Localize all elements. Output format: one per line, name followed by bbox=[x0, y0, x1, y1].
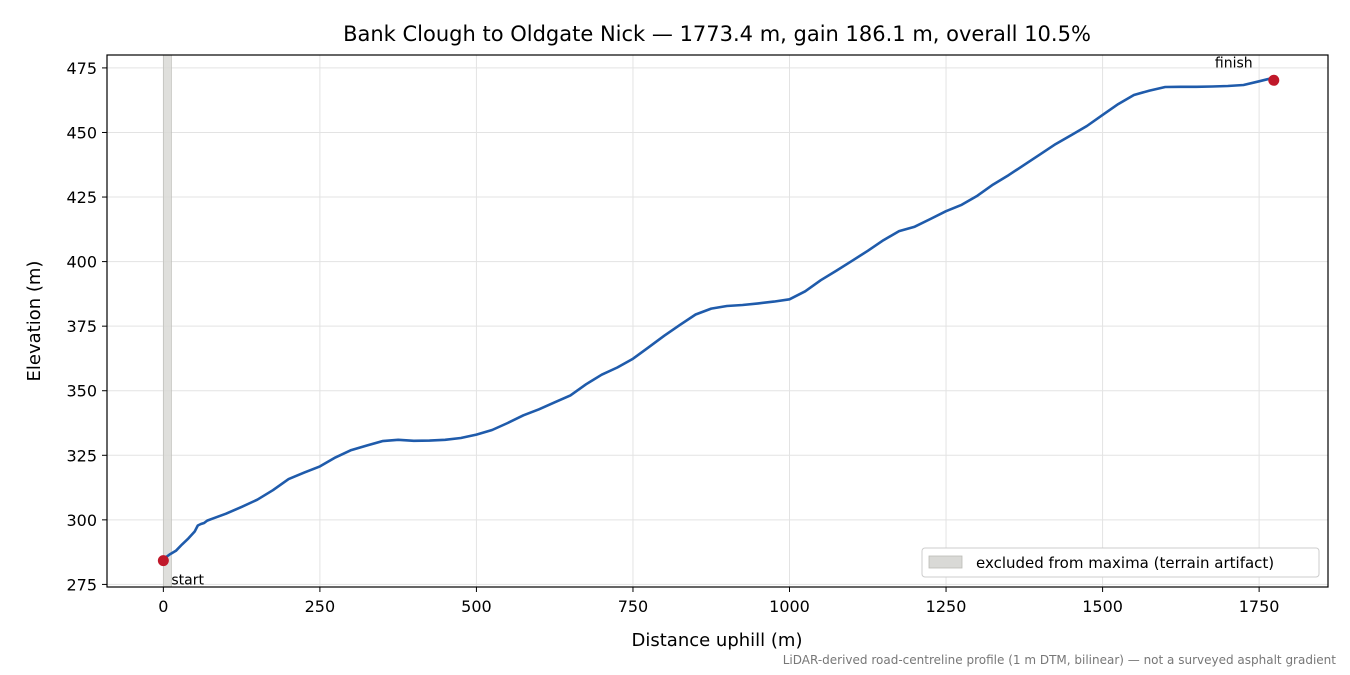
excluded-span bbox=[163, 54, 172, 588]
start-marker bbox=[157, 555, 169, 567]
legend-label-excluded: excluded from maxima (terrain artifact) bbox=[976, 554, 1274, 572]
elevation-line-layer bbox=[162, 76, 1276, 561]
finish-marker bbox=[1268, 74, 1280, 86]
y-tick-label: 425 bbox=[66, 188, 97, 207]
legend: excluded from maxima (terrain artifact) bbox=[921, 547, 1320, 578]
excluded-span-layer bbox=[163, 54, 172, 588]
x-tick-label: 250 bbox=[305, 597, 336, 616]
x-axis-ticks: 0 250 500 750 1000 1250 1500 1750 bbox=[158, 587, 1279, 616]
x-tick-label: 0 bbox=[158, 597, 168, 616]
y-tick-label: 325 bbox=[66, 446, 97, 465]
y-tick-label: 400 bbox=[66, 253, 97, 272]
x-tick-label: 1500 bbox=[1082, 597, 1123, 616]
x-tick-label: 1250 bbox=[926, 597, 967, 616]
grid-lines bbox=[107, 55, 1328, 587]
endpoint-markers bbox=[157, 74, 1280, 567]
y-tick-label: 275 bbox=[66, 575, 97, 594]
y-tick-label: 375 bbox=[66, 317, 97, 336]
footnote: LiDAR-derived road-centreline profile (1… bbox=[783, 653, 1337, 667]
legend-swatch-excluded bbox=[928, 555, 963, 569]
x-tick-label: 1000 bbox=[769, 597, 810, 616]
y-tick-label: 300 bbox=[66, 511, 97, 530]
start-annotation: start bbox=[171, 573, 204, 589]
x-tick-label: 750 bbox=[618, 597, 649, 616]
y-tick-label: 350 bbox=[66, 382, 97, 401]
x-axis-label: Distance uphill (m) bbox=[632, 630, 803, 651]
y-axis-ticks: 275 300 325 350 375 400 425 450 475 bbox=[66, 59, 107, 594]
chart-title: Bank Clough to Oldgate Nick — 1773.4 m, … bbox=[343, 22, 1091, 46]
x-tick-label: 1750 bbox=[1239, 597, 1280, 616]
x-tick-label: 500 bbox=[461, 597, 492, 616]
y-axis-label: Elevation (m) bbox=[24, 261, 45, 382]
plot-frame bbox=[106, 54, 1329, 588]
y-tick-label: 450 bbox=[66, 123, 97, 142]
elevation-line bbox=[162, 76, 1276, 561]
legend-box bbox=[921, 547, 1320, 578]
y-tick-label: 475 bbox=[66, 59, 97, 78]
finish-annotation: finish bbox=[1215, 55, 1253, 71]
